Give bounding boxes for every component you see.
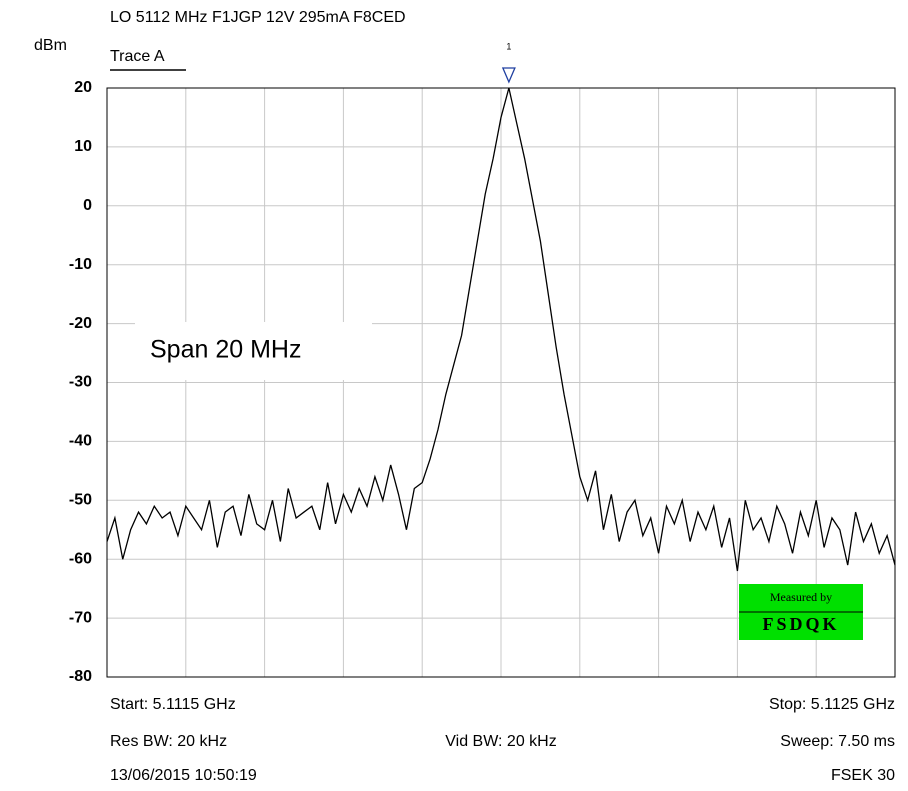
plot-frame bbox=[106, 87, 896, 678]
y-tick-label: -40 bbox=[69, 433, 92, 450]
annotation: Span 20 MHz bbox=[150, 336, 301, 364]
marker-label: 1 bbox=[506, 41, 511, 51]
legend-entry: Trace A bbox=[110, 48, 165, 65]
y-tick-label: 20 bbox=[74, 79, 92, 96]
y-tick-label: -20 bbox=[69, 315, 92, 332]
footer-start: Start: 5.1115 GHz bbox=[110, 696, 236, 713]
y-tick-label: -70 bbox=[69, 609, 92, 626]
annotation-bg bbox=[135, 322, 372, 380]
chart-title: LO 5112 MHz F1JGP 12V 295mA F8CED bbox=[110, 9, 406, 26]
trace bbox=[106, 87, 896, 572]
y-tick-label: -80 bbox=[69, 668, 92, 685]
y-tick-label: -50 bbox=[69, 492, 92, 509]
footer-date: 13/06/2015 10:50:19 bbox=[110, 767, 257, 784]
y-tick-label: -60 bbox=[69, 550, 92, 567]
y-tick-label: -30 bbox=[69, 374, 92, 391]
y-tick-label: 0 bbox=[83, 197, 92, 214]
y-tick-label: -10 bbox=[69, 256, 92, 273]
stamp-line2: FSDQK bbox=[762, 614, 839, 634]
stamp-line1: Measured by bbox=[770, 590, 832, 604]
footer-vid-bw: Vid BW: 20 kHz bbox=[445, 733, 556, 750]
footer-stop: Stop: 5.1125 GHz bbox=[769, 696, 895, 713]
footer-instrument: FSEK 30 bbox=[831, 767, 895, 784]
y-axis-label: dBm bbox=[34, 37, 67, 54]
footer-res-bw: Res BW: 20 kHz bbox=[110, 733, 227, 750]
footer-sweep: Sweep: 7.50 ms bbox=[780, 733, 895, 750]
y-tick-label: 10 bbox=[74, 138, 92, 155]
peak-marker bbox=[501, 67, 516, 84]
